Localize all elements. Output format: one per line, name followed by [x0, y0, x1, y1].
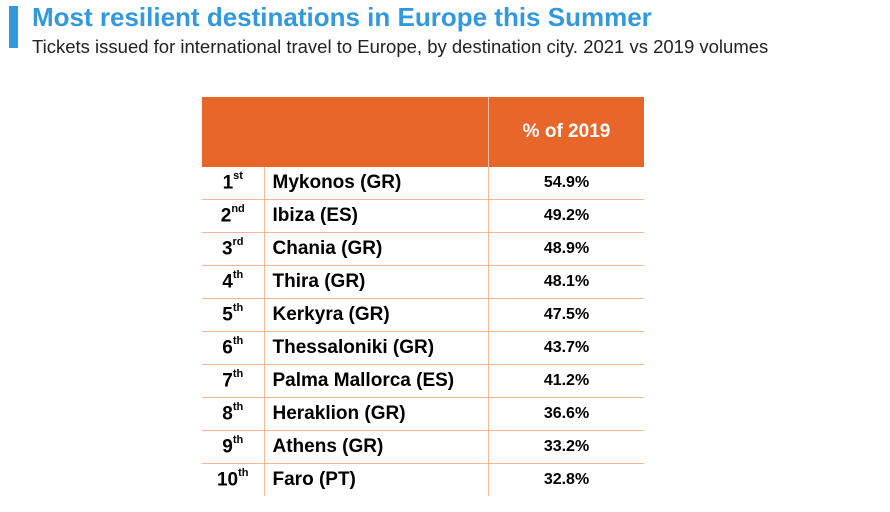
header-rank	[202, 97, 264, 167]
table-row: 3rd Chania (GR) 48.9%	[202, 232, 644, 266]
rank-ordinal-suffix: rd	[232, 235, 244, 248]
city-cell: Thessaloniki (GR)	[264, 331, 489, 365]
rank-ordinal-suffix: nd	[231, 202, 245, 215]
table-body: 1st Mykonos (GR) 54.9% 2nd Ibiza (ES) 49.2% 3r…	[202, 167, 644, 496]
rank-cell: 2nd	[202, 199, 265, 233]
table-row: 7th Palma Mallorca (ES) 41.2%	[202, 364, 644, 398]
pct-of-2019-cell: 36.6%	[488, 397, 644, 431]
table-row: 4th Thira (GR) 48.1%	[202, 265, 644, 299]
table-row: 5th Kerkyra (GR) 47.5%	[202, 298, 644, 332]
rank-cell: 1st	[202, 167, 265, 200]
city-cell: Kerkyra (GR)	[264, 298, 489, 332]
rank-number: 3	[221, 238, 233, 260]
title-accent-bar	[9, 6, 18, 48]
rank-number: 8	[222, 403, 233, 425]
pct-of-2019-cell: 41.2%	[488, 364, 644, 398]
table-row: 10th Faro (PT) 32.8%	[202, 463, 644, 496]
rank-ordinal-suffix: th	[232, 301, 244, 314]
pct-of-2019-cell: 54.9%	[488, 167, 644, 200]
rank-number: 9	[222, 436, 233, 458]
rank-cell: 7th	[202, 364, 265, 398]
table-row: 1st Mykonos (GR) 54.9%	[202, 167, 644, 200]
rank-cell: 4th	[202, 265, 265, 299]
city-cell: Chania (GR)	[264, 232, 489, 266]
pct-of-2019-cell: 48.1%	[488, 265, 644, 299]
rank-number: 7	[222, 370, 233, 392]
table-row: 6th Thessaloniki (GR) 43.7%	[202, 331, 644, 365]
rank-ordinal-suffix: th	[232, 268, 244, 281]
table-header-row: % of 2019	[202, 97, 644, 167]
city-cell: Athens (GR)	[264, 430, 489, 464]
city-cell: Faro (PT)	[264, 463, 489, 496]
table-row: 9th Athens (GR) 33.2%	[202, 430, 644, 464]
pct-of-2019-cell: 47.5%	[488, 298, 644, 332]
rank-number: 10	[216, 469, 239, 491]
page-title: Most resilient destinations in Europe th…	[32, 2, 652, 32]
pct-of-2019-cell: 49.2%	[488, 199, 644, 233]
pct-of-2019-cell: 32.8%	[543, 471, 590, 488]
rank-number: 5	[222, 304, 233, 326]
rank-number: 1	[222, 172, 234, 194]
pct-of-2019-cell: 43.7%	[488, 331, 644, 365]
rank-ordinal-suffix: th	[238, 466, 249, 479]
rank-ordinal-suffix: st	[233, 169, 243, 182]
city-cell: Palma Mallorca (ES)	[264, 364, 489, 398]
rank-ordinal-suffix: th	[232, 367, 244, 380]
header-pct-of-2019: % of 2019	[488, 97, 644, 167]
rank-cell: 5th	[202, 298, 265, 332]
rank-cell: 10th	[202, 463, 265, 496]
header-city	[264, 97, 489, 167]
table-row: 8th Heraklion (GR) 36.6%	[202, 397, 644, 431]
city-cell: Ibiza (ES)	[264, 199, 489, 233]
rank-ordinal-suffix: th	[232, 400, 244, 413]
ranking-table: % of 2019 1st Mykonos (GR) 54.9% 2nd Ibiza (…	[202, 97, 644, 496]
pct-of-2019-cell: 48.9%	[488, 232, 644, 266]
rank-ordinal-suffix: th	[232, 433, 244, 446]
page-subtitle: Tickets issued for international travel …	[32, 36, 769, 57]
rank-ordinal-suffix: th	[232, 334, 244, 347]
rank-number: 6	[222, 337, 233, 359]
table-row: 2nd Ibiza (ES) 49.2%	[202, 199, 644, 233]
city-cell: Heraklion (GR)	[264, 397, 489, 431]
rank-number: 4	[222, 271, 233, 293]
rank-number: 2	[220, 205, 232, 227]
rank-cell: 6th	[202, 331, 265, 365]
pct-of-2019-cell: 33.2%	[488, 430, 644, 464]
rank-cell: 9th	[202, 430, 265, 464]
city-cell: Mykonos (GR)	[264, 167, 489, 200]
city-cell: Thira (GR)	[264, 265, 489, 299]
rank-cell: 8th	[202, 397, 265, 431]
rank-cell: 3rd	[202, 232, 265, 266]
